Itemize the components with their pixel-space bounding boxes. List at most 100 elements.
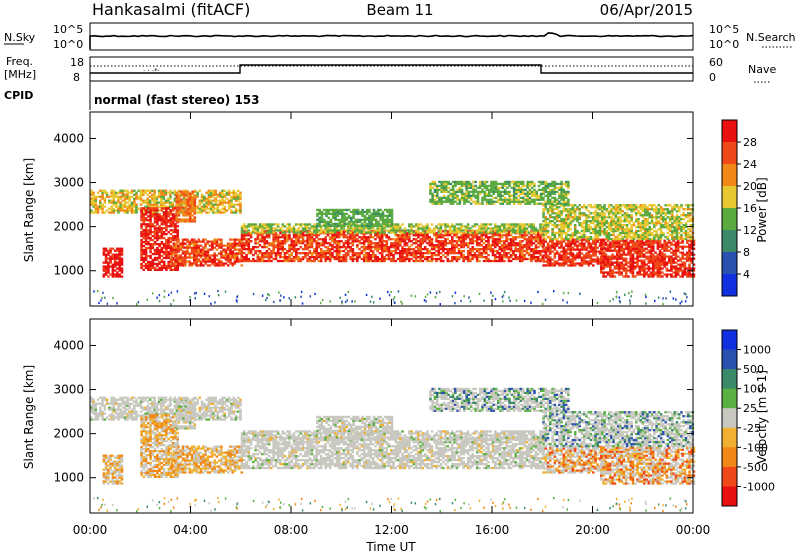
power-cell-2426: [426, 236, 429, 239]
power-cell-1317: [229, 238, 232, 241]
power-cell-1084: [179, 262, 182, 265]
power-cell-4574: [576, 235, 579, 239]
power-cell-2750: [491, 238, 495, 241]
power-cell-1974: [338, 240, 341, 243]
power-cell-101: [117, 195, 120, 198]
power-cell-2613: [464, 238, 468, 241]
power-cell-4344: [688, 271, 691, 274]
power-cell-1468: [193, 204, 197, 207]
power-cell-4597: [580, 226, 584, 229]
power-cell-691: [142, 233, 146, 236]
power-cell-766: [149, 223, 152, 226]
power-cell-170: [135, 205, 138, 208]
power-cell-2578: [457, 248, 461, 251]
power-cell-4516: [564, 218, 568, 221]
power-cell-1697: [286, 256, 289, 259]
power-cell-4903: [632, 210, 636, 213]
power-cell-3061: [267, 227, 271, 230]
power-cell-3967: [627, 269, 630, 272]
power-cell-3611: [564, 252, 568, 255]
power-cell-4378: [692, 257, 696, 260]
power-cell-75: [110, 189, 113, 192]
power-cell-3395: [480, 231, 483, 234]
power-cell-1200: [202, 240, 205, 243]
power-cell-4909: [635, 231, 638, 235]
power-cell-97: [117, 205, 120, 208]
power-cell-3403: [485, 231, 488, 234]
power-cell-105: [119, 205, 122, 208]
power-cell-1368: [175, 218, 178, 221]
power-cell-3265: [392, 227, 395, 230]
power-cell-1466: [193, 208, 197, 211]
power-cell-2412: [423, 240, 427, 243]
power-cell-1688: [283, 242, 287, 245]
power-cell-3349: [448, 225, 452, 228]
power-cell-1482: [240, 236, 244, 239]
power-cell-4131: [652, 265, 655, 268]
power-cell-3477: [525, 231, 529, 234]
power-cell-2512: [444, 242, 447, 245]
power-cell-2625: [466, 244, 470, 247]
power-cell-3481: [527, 231, 531, 234]
power-cell-813: [153, 215, 157, 218]
power-cell-4456: [555, 237, 559, 241]
cpid-text: normal (fast stereo) 153: [94, 93, 260, 107]
power-cell-3629: [569, 262, 572, 265]
power-cell-3975: [627, 243, 630, 246]
power-cell-505: [227, 193, 231, 196]
power-cell-4280: [674, 243, 678, 246]
power-cell-2222: [387, 256, 391, 259]
power-cell-1066: [174, 250, 178, 253]
power-cell-737: [147, 235, 150, 238]
power-cell-705: [144, 256, 148, 260]
power-cell-4105: [647, 249, 651, 252]
power-cell-168: [135, 209, 138, 212]
power-cell-4370: [690, 243, 694, 246]
power-cell-3074: [274, 223, 278, 226]
power-cell-1752: [295, 234, 298, 237]
power-cell-2705: [482, 242, 486, 245]
power-cell-4177: [658, 267, 662, 270]
power-cell-4142: [652, 241, 655, 244]
power-cell-4743: [607, 237, 611, 241]
power-cell-4720: [603, 229, 606, 233]
power-cell-2998: [539, 242, 542, 245]
power-cell-2890: [518, 244, 522, 247]
power-cell-4565: [573, 224, 577, 227]
power-cell-4889: [630, 220, 633, 223]
power-cell-2492: [439, 240, 443, 243]
power-cell-1495: [243, 236, 246, 239]
power-cell-953: [167, 215, 170, 218]
power-cell-1239: [211, 240, 214, 243]
power-cell-4159: [656, 269, 660, 272]
power-cell-4732: [605, 237, 609, 241]
power-cell-912: [165, 256, 168, 260]
power-cell-1899: [324, 242, 327, 245]
power-cell-4562: [573, 229, 577, 233]
power-cell-2127: [369, 257, 373, 261]
power-cell-3946: [622, 249, 626, 252]
power-cell-1404: [182, 214, 185, 217]
power-cell-3540: [549, 256, 552, 259]
power-cell-4468: [558, 235, 561, 239]
power-cell-1709: [288, 250, 291, 253]
power-cell-1746: [295, 248, 298, 251]
power-cell-1557: [258, 257, 262, 261]
power-cell-4744: [607, 235, 611, 239]
power-cell-1353: [238, 248, 241, 251]
power-cell-1283: [222, 256, 225, 259]
power-cell-561: [104, 273, 108, 276]
power-cell-2454: [433, 252, 436, 255]
power-cell-1914: [328, 259, 332, 263]
power-cell-2061: [356, 252, 359, 255]
power-cell-589: [109, 255, 112, 258]
power-cell-718: [144, 229, 148, 232]
power-cell-39: [99, 189, 102, 192]
power-cell-2990: [537, 232, 540, 235]
power-cell-4392: [542, 214, 545, 217]
power-cell-2946: [530, 250, 533, 253]
power-cell-435: [209, 201, 213, 204]
power-cell-3291: [410, 229, 413, 232]
power-cell-2894: [518, 234, 522, 237]
power-cell-398: [200, 209, 204, 212]
